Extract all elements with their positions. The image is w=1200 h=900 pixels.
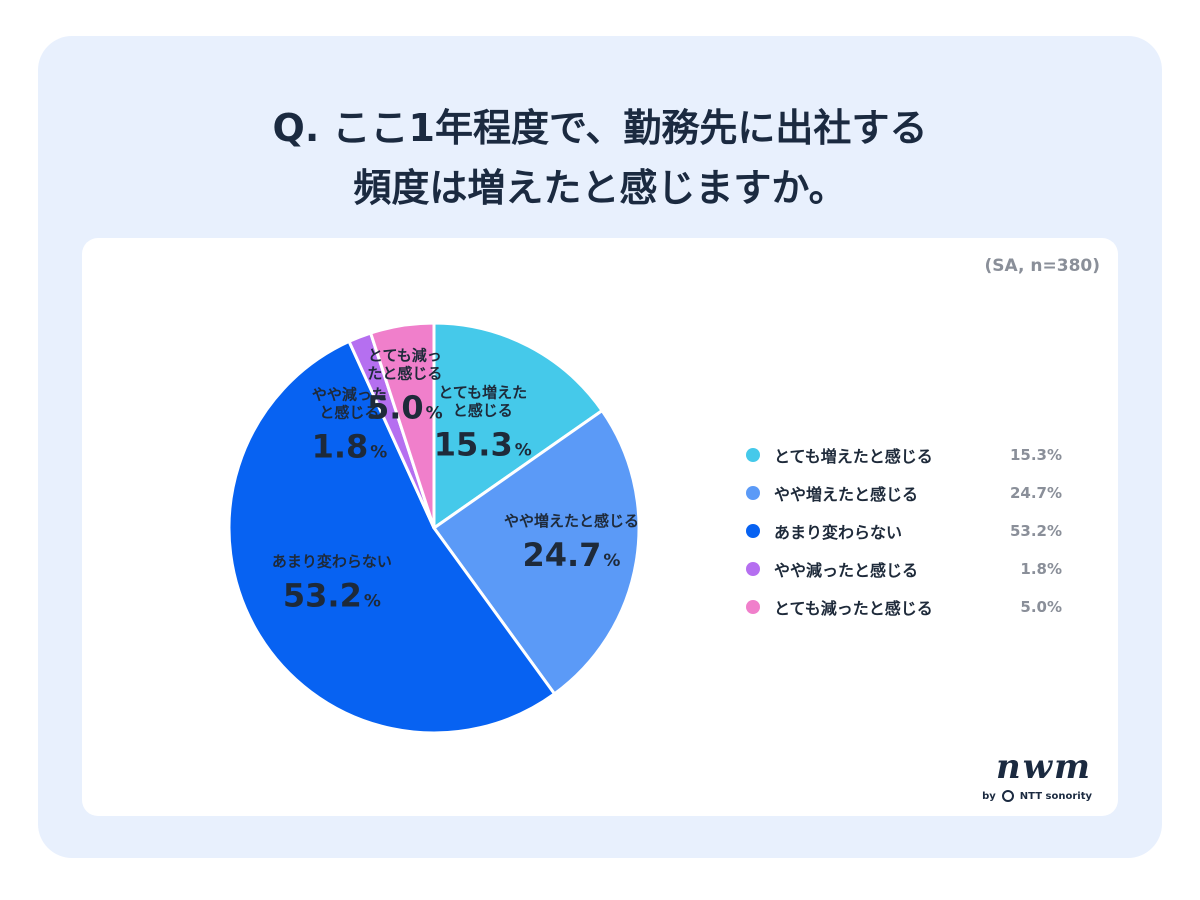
outer-panel: Q. ここ1年程度で、勤務先に出社する 頻度は増えたと感じますか。 (SA, n… [38, 36, 1162, 858]
slice-name-4-line-2: と感じる [319, 403, 379, 421]
slice-name-1-line-1: とても増えた [438, 383, 527, 401]
logo-mark: nwm [996, 747, 1092, 787]
legend-swatch-3 [746, 524, 760, 538]
slice-name-5-line-2: たと感じる [367, 364, 442, 382]
legend-swatch-4 [746, 562, 760, 576]
nwm-logo: nwm by NTT sonority [952, 748, 1092, 802]
legend-item-3: あまり変わらない 53.2% [746, 512, 1066, 550]
pie-slice-1 [432, 321, 604, 530]
logo-byline: by NTT sonority [952, 790, 1092, 802]
slice-name-4-line-1: やや減った [312, 385, 387, 403]
slice-value-4: 1.8% [312, 427, 388, 465]
legend-label-3: あまり変わらない [774, 523, 903, 542]
legend: とても増えたと感じる 15.3% やや増えたと感じる 24.7% あまり変わらない 53.… [746, 436, 1066, 626]
legend-label-4: やや減ったと感じる [774, 561, 919, 580]
slice-name-2-line-1: やや増えたと感じる [504, 512, 639, 530]
legend-value-4: 1.8% [1020, 560, 1062, 578]
slice-value-5: 5.0% [367, 388, 443, 426]
pie-slice-3 [227, 339, 556, 735]
chart-card: (SA, n=380) とても増えた と感じる 15.3% やや増えたと感じる 24.7… [82, 238, 1118, 816]
legend-item-5: とても減ったと感じる 5.0% [746, 588, 1066, 626]
slice-name-5-line-1: とても減っ [368, 346, 442, 364]
slice-label-5: とても減ったと感じる 5.0% [367, 346, 443, 426]
slice-label-4: やや減ったと感じる 1.8% [312, 385, 388, 465]
legend-item-4: やや減ったと感じる 1.8% [746, 550, 1066, 588]
chart-title: Q. ここ1年程度で、勤務先に出社する 頻度は増えたと感じますか。 [38, 98, 1162, 218]
legend-value-1: 15.3% [1009, 446, 1062, 464]
slice-value-1: 15.3% [434, 425, 532, 463]
logo-company: NTT sonority [1019, 790, 1092, 802]
chart-title-line-1: Q. ここ1年程度で、勤務先に出社する [272, 106, 928, 150]
legend-value-5: 5.0% [1020, 598, 1062, 616]
pie-slice-2 [432, 409, 641, 696]
legend-value-3: 53.2% [1009, 522, 1062, 540]
legend-item-2: やや増えたと感じる 24.7% [746, 474, 1066, 512]
chart-title-line-2: 頻度は増えたと感じますか。 [353, 166, 847, 210]
legend-label-1: とても増えたと感じる [774, 447, 933, 466]
legend-swatch-1 [746, 448, 760, 462]
legend-item-1: とても増えたと感じる 15.3% [746, 436, 1066, 474]
legend-label-2: やや増えたと感じる [774, 485, 919, 504]
slice-label-3: あまり変わらない 53.2% [272, 553, 392, 615]
logo-by: by [982, 790, 996, 802]
legend-swatch-2 [746, 486, 760, 500]
slice-value-2: 24.7% [522, 536, 620, 574]
legend-label-5: とても減ったと感じる [774, 599, 933, 618]
slice-label-1: とても増えたと感じる 15.3% [434, 383, 532, 463]
slice-name-1-line-2: と感じる [453, 401, 513, 419]
ntt-ring-icon [1001, 790, 1014, 802]
slice-name-3-line-1: あまり変わらない [272, 553, 392, 571]
pie-slice-5 [369, 321, 436, 530]
sample-note: (SA, n=380) [984, 256, 1100, 276]
legend-value-2: 24.7% [1009, 484, 1062, 502]
slice-label-2: やや増えたと感じる 24.7% [504, 512, 639, 574]
slice-value-3: 53.2% [283, 577, 381, 615]
legend-swatch-5 [746, 600, 760, 614]
